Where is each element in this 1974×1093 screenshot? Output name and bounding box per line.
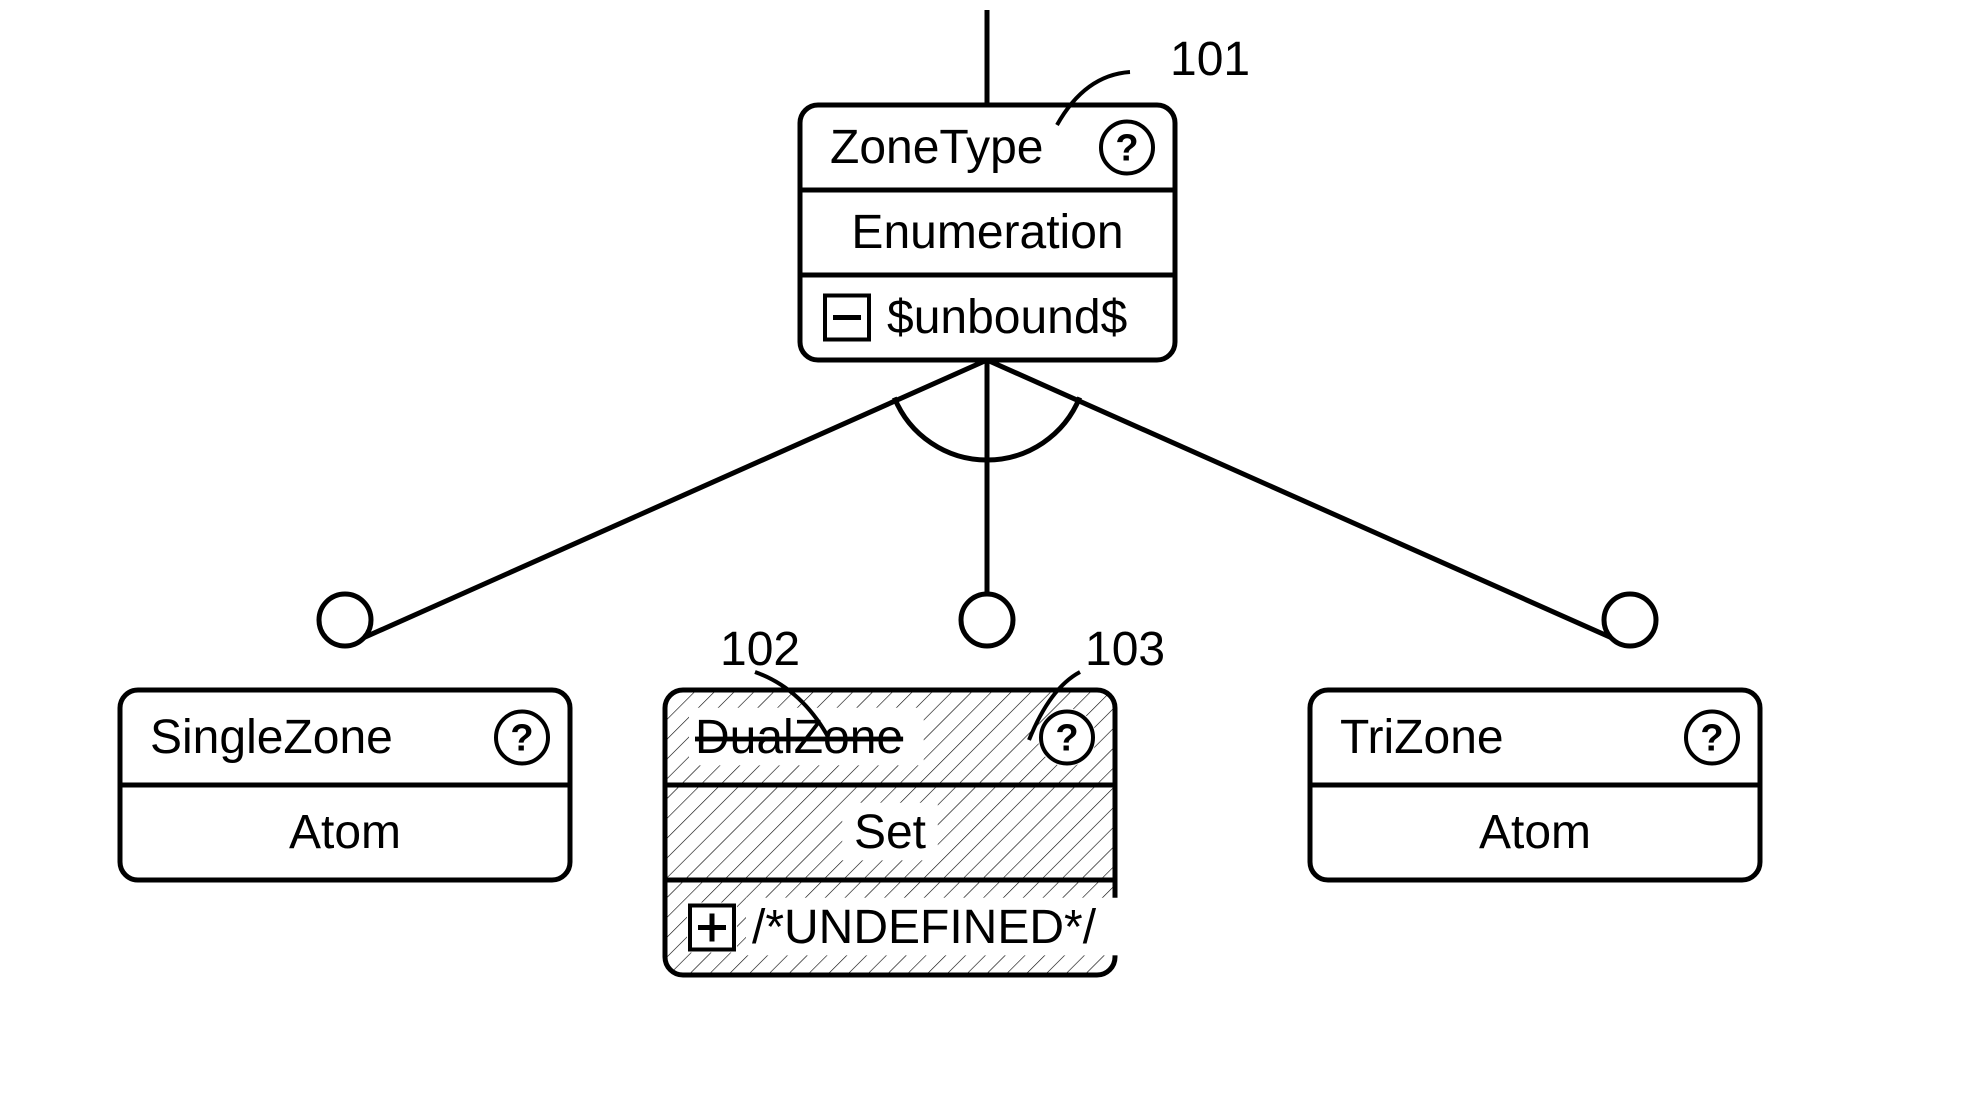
child-box-single-row-0-label: SingleZone: [150, 711, 393, 764]
help-icon-glyph: ?: [1700, 718, 1723, 760]
root-box-row-1-label: Enumeration: [851, 206, 1123, 259]
child-box-dual-row-0-label: DualZone: [695, 711, 903, 764]
child-box-tri: ? TriZone Atom: [1310, 690, 1760, 880]
branch-terminal-circle-2: [1604, 594, 1656, 646]
branch-terminal-circle-0: [319, 594, 371, 646]
root-box: ? ZoneType Enumeration $unbound$: [800, 105, 1175, 360]
root-box-row-2-label: $unbound$: [887, 291, 1127, 344]
child-box-tri-row-1-label: Atom: [1479, 806, 1591, 859]
child-box-dual-row-1-label: Set: [854, 806, 926, 859]
child-box-dual: ? DualZone Set /*UNDEFINED*/: [665, 690, 1120, 975]
child-box-dual-row-2-label: /*UNDEFINED*/: [752, 901, 1097, 954]
help-icon-glyph: ?: [1055, 718, 1078, 760]
child-box-tri-row-0-label: TriZone: [1340, 711, 1504, 764]
help-icon-glyph: ?: [1115, 128, 1138, 170]
reference-label-ref-103: 103: [1085, 623, 1165, 676]
branch-terminal-circle-1: [961, 594, 1013, 646]
help-icon-glyph: ?: [510, 718, 533, 760]
root-box-row-0-label: ZoneType: [830, 121, 1043, 174]
reference-label-ref-102: 102: [720, 623, 800, 676]
child-box-single: ? SingleZone Atom: [120, 690, 570, 880]
reference-label-ref-101: 101: [1170, 33, 1250, 86]
branch-line-0: [345, 360, 987, 646]
branch-line-2: [987, 360, 1630, 646]
child-box-single-row-1-label: Atom: [289, 806, 401, 859]
